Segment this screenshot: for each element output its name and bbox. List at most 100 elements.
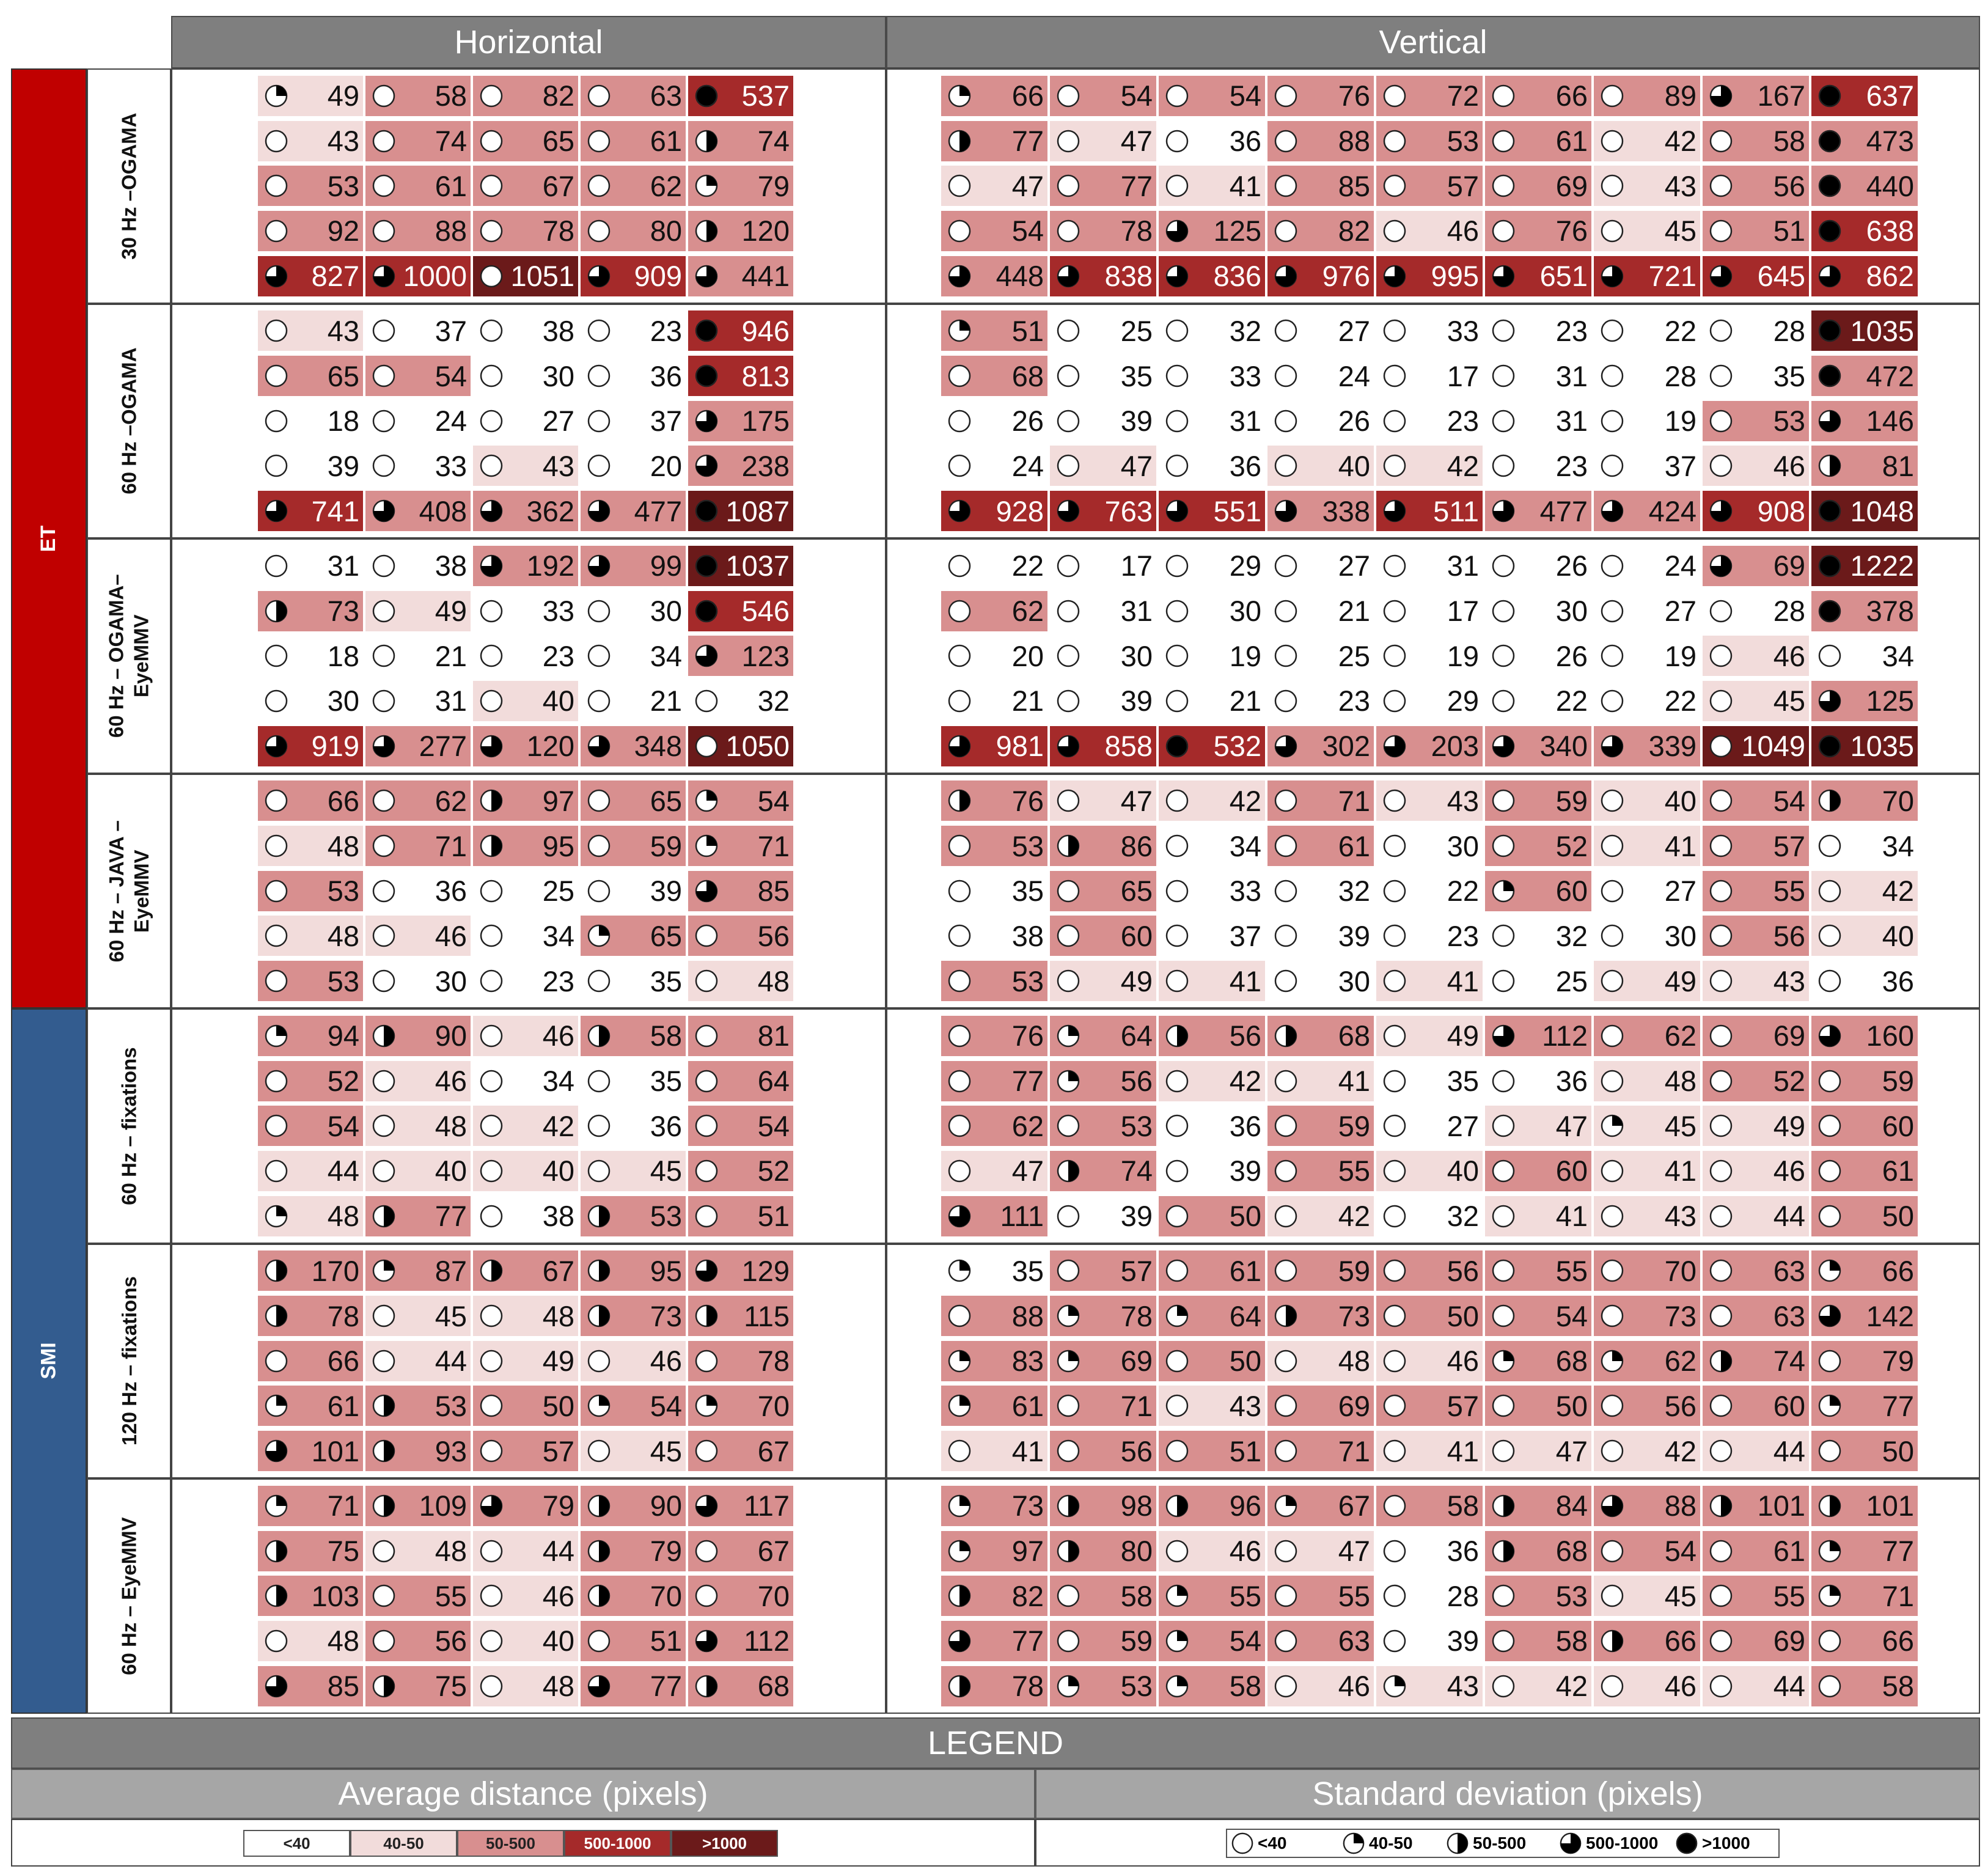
vertical-panel xyxy=(886,773,1980,1008)
sd-level-3-icon xyxy=(372,499,395,523)
vertical-cell: 58 xyxy=(1159,1665,1265,1706)
vertical-cell: 160 xyxy=(1811,1015,1918,1056)
sd-level-0-icon xyxy=(587,790,611,812)
vertical-value: 53 xyxy=(1447,125,1479,158)
vertical-cell: 47 xyxy=(1050,446,1156,487)
horizontal-value: 77 xyxy=(435,1200,467,1233)
horizontal-cell: 35 xyxy=(581,961,686,1002)
horizontal-cell: 50 xyxy=(473,1386,578,1427)
horizontal-cell: 67 xyxy=(688,1431,793,1472)
horizontal-value: 32 xyxy=(757,685,790,718)
sd-level-4-icon xyxy=(695,554,718,578)
sd-level-0-icon xyxy=(695,689,718,713)
block-label: 120 Hz – fixations xyxy=(87,1243,171,1478)
sd-level-0-icon xyxy=(480,1024,503,1048)
vertical-cell: 30 xyxy=(1485,590,1591,631)
sd-level-0-icon xyxy=(587,879,611,902)
horizontal-value: 51 xyxy=(757,1200,790,1233)
horizontal-value: 49 xyxy=(435,595,467,628)
sd-level-0-icon xyxy=(1492,1439,1515,1463)
horizontal-value: 117 xyxy=(744,1489,790,1522)
vertical-value: 77 xyxy=(1011,125,1044,158)
sd-level-0-icon xyxy=(948,219,971,243)
sd-level-0-icon xyxy=(1601,925,1624,947)
horizontal-cell: 18 xyxy=(258,636,363,677)
sd-level-0-icon xyxy=(1492,1260,1515,1282)
vertical-cell: 53 xyxy=(1485,1576,1591,1617)
vertical-cell: 42 xyxy=(1811,870,1918,911)
sd-level-0-icon xyxy=(1709,834,1733,857)
horizontal-value: 48 xyxy=(435,1535,467,1568)
horizontal-value: 54 xyxy=(327,1109,359,1142)
sd-level-2-icon xyxy=(587,1024,611,1048)
vertical-cell: 27 xyxy=(1267,545,1374,586)
horizontal-value: 99 xyxy=(650,549,682,582)
vertical-value: 17 xyxy=(1447,359,1479,392)
sd-level-4-icon xyxy=(1165,735,1189,757)
horizontal-value: 18 xyxy=(327,639,359,672)
horizontal-value: 45 xyxy=(435,1299,467,1332)
sd-level-2-icon xyxy=(1057,1494,1080,1518)
vertical-cell: 60 xyxy=(1485,870,1591,911)
vertical-value: 36 xyxy=(1447,1535,1479,1568)
sd-level-0-icon xyxy=(695,925,718,947)
sd-level-0-icon xyxy=(1057,1585,1080,1607)
horizontal-cell: 21 xyxy=(365,636,471,677)
vertical-cell: 45 xyxy=(1703,680,1809,721)
sd-level-0-icon xyxy=(1709,1540,1733,1562)
horizontal-value: 79 xyxy=(542,1489,574,1522)
vertical-value: 981 xyxy=(996,730,1044,763)
sd-level-2-icon xyxy=(1165,1494,1189,1518)
sd-level-0-icon xyxy=(265,320,288,342)
vertical-cell: 64 xyxy=(1050,1015,1156,1056)
sd-level-1-icon xyxy=(1818,1260,1841,1282)
avg-legend-item: 500-1000 xyxy=(564,1830,671,1857)
sd-level-0-icon xyxy=(265,175,288,197)
horizontal-cell: 52 xyxy=(258,1060,363,1101)
horizontal-value: 408 xyxy=(419,494,467,527)
sd-level-3-icon xyxy=(695,645,718,667)
sd-level-2-icon xyxy=(265,1585,288,1607)
vertical-cell: 22 xyxy=(1376,870,1483,911)
sd-level-0-icon xyxy=(372,409,395,432)
vertical-value: 47 xyxy=(1120,125,1153,158)
horizontal-cell: 741 xyxy=(258,491,363,532)
avg-legend-title: Average distance (pixels) xyxy=(338,1775,708,1812)
horizontal-cell: 43 xyxy=(258,120,363,161)
vertical-cell: 57 xyxy=(1050,1250,1156,1291)
sd-level-4-icon xyxy=(1818,600,1841,622)
sd-level-0-icon xyxy=(1057,1439,1080,1463)
horizontal-cell: 78 xyxy=(688,1340,793,1381)
sd-level-0-icon xyxy=(587,1159,611,1183)
vertical-cell: 43 xyxy=(1159,1386,1265,1427)
vertical-cell: 28 xyxy=(1703,310,1809,351)
vertical-cell: 58 xyxy=(1485,1620,1591,1661)
vertical-value: 26 xyxy=(1555,639,1588,672)
vertical-value: 40 xyxy=(1338,449,1370,482)
vertical-value: 25 xyxy=(1338,639,1370,672)
sd-level-0-icon xyxy=(1274,219,1297,243)
vertical-cell: 69 xyxy=(1703,1620,1809,1661)
horizontal-cell: 33 xyxy=(473,590,578,631)
vertical-value: 651 xyxy=(1539,260,1588,293)
sd-level-0-icon xyxy=(480,130,503,152)
vertical-value: 43 xyxy=(1447,1670,1479,1703)
vertical-cell: 25 xyxy=(1267,636,1374,677)
horizontal-cell: 54 xyxy=(581,1386,686,1427)
vertical-value: 41 xyxy=(1447,964,1479,997)
vertical-cell: 56 xyxy=(1703,916,1809,957)
vertical-value: 29 xyxy=(1229,549,1261,582)
sd-level-0-icon xyxy=(480,879,503,902)
sd-level-0-icon xyxy=(1709,1260,1733,1282)
vertical-value: 68 xyxy=(1011,359,1044,392)
sd-level-3-icon xyxy=(265,1439,288,1463)
horizontal-cell: 238 xyxy=(688,446,793,487)
sd-level-1-icon xyxy=(1165,1304,1189,1327)
sd-level-3-icon xyxy=(372,265,395,287)
vertical-value: 23 xyxy=(1338,685,1370,718)
sd-level-0-icon xyxy=(1383,455,1406,477)
sd-level-0-icon xyxy=(1165,1205,1189,1227)
sd-level-3-icon xyxy=(948,1205,971,1227)
horizontal-value: 44 xyxy=(542,1535,574,1568)
vertical-cell: 61 xyxy=(1159,1250,1265,1291)
